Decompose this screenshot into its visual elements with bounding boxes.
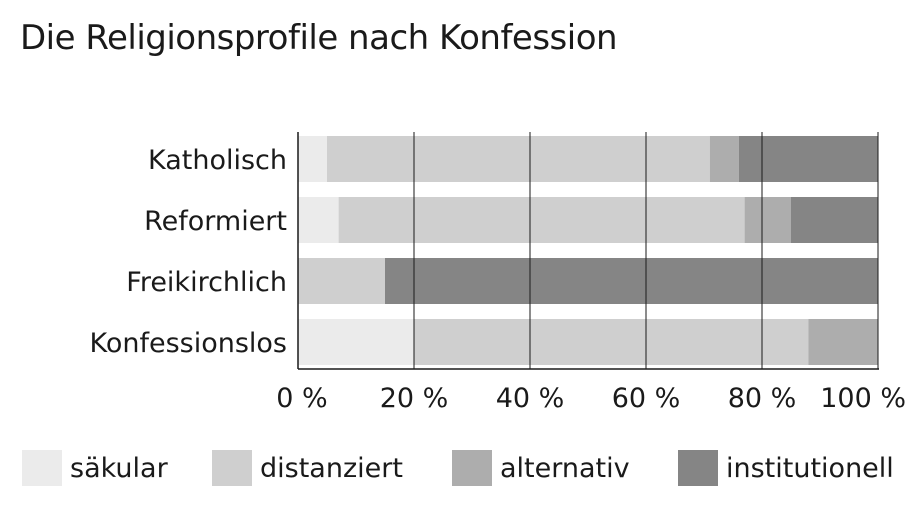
- category-label-katholisch: Katholisch: [148, 145, 287, 176]
- bar-katholisch-alternativ: [709, 136, 739, 182]
- bar-katholisch-distanziert: [327, 136, 710, 182]
- bar-reformiert-alternativ: [744, 197, 791, 243]
- bar-konfessionslos-saekular: [298, 319, 414, 365]
- legend-swatch-saekular: [22, 450, 62, 486]
- category-label-reformiert: Reformiert: [144, 206, 287, 237]
- x-tick-label-20: 20 %: [380, 383, 449, 414]
- bar-freikirchlich-distanziert: [298, 258, 385, 304]
- category-label-konfessionslos: Konfessionslos: [89, 328, 287, 359]
- category-label-freikirchlich: Freikirchlich: [126, 267, 287, 298]
- bar-reformiert-saekular: [298, 197, 339, 243]
- bar-katholisch-institutionell: [738, 136, 878, 182]
- legend-swatch-alternativ: [452, 450, 492, 486]
- legend-item-saekular: säkular: [22, 448, 168, 488]
- legend-label-alternativ: alternativ: [500, 452, 630, 484]
- x-tick-label-40: 40 %: [496, 383, 565, 414]
- x-tick-label-60: 60 %: [612, 383, 681, 414]
- legend-swatch-institutionell: [678, 450, 718, 486]
- legend-label-distanziert: distanziert: [260, 452, 403, 484]
- legend-item-distanziert: distanziert: [212, 448, 403, 488]
- bar-reformiert-institutionell: [791, 197, 878, 243]
- bar-freikirchlich-institutionell: [385, 258, 878, 304]
- bar-reformiert-distanziert: [338, 197, 745, 243]
- x-tick-label-80: 80 %: [728, 383, 797, 414]
- bar-katholisch-saekular: [298, 136, 327, 182]
- x-tick-label-0: 0 %: [276, 383, 327, 414]
- legend-label-saekular: säkular: [70, 452, 168, 484]
- legend-item-institutionell: institutionell: [678, 448, 894, 488]
- bar-konfessionslos-alternativ: [808, 319, 878, 365]
- legend-label-institutionell: institutionell: [726, 452, 894, 484]
- chart-title: Die Religionsprofile nach Konfession: [20, 18, 618, 58]
- legend-item-alternativ: alternativ: [452, 448, 630, 488]
- legend-swatch-distanziert: [212, 450, 252, 486]
- bar-konfessionslos-distanziert: [414, 319, 809, 365]
- x-tick-label-100: 100 %: [820, 383, 906, 414]
